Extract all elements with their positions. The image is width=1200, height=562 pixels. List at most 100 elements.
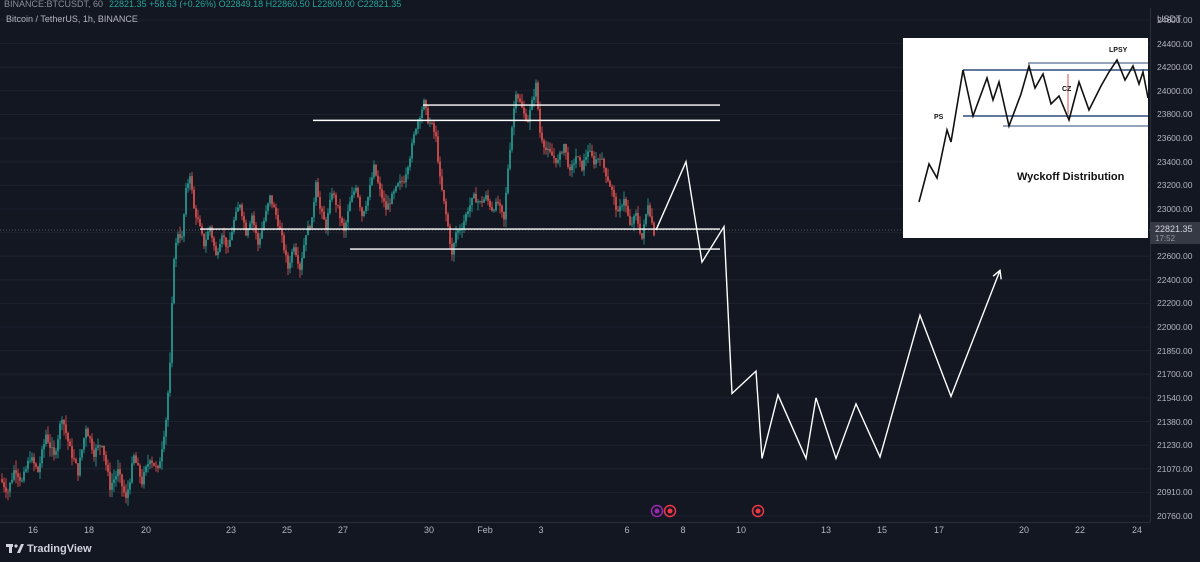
candle-body <box>607 176 609 182</box>
candle-body <box>265 210 267 221</box>
candle-body <box>585 156 587 160</box>
candle-body <box>525 113 527 121</box>
price-tick-label: 24600.00 <box>1157 15 1193 25</box>
candle-body <box>225 237 227 247</box>
candle-body <box>407 167 409 175</box>
candle-body <box>491 206 493 211</box>
candle-body <box>347 211 349 223</box>
candle-body <box>593 156 595 165</box>
candle-body <box>427 108 429 124</box>
candle-body <box>439 161 441 177</box>
candle-body <box>229 239 231 247</box>
candle-body <box>263 220 265 229</box>
time-tick-label: 10 <box>735 525 747 535</box>
candle-body <box>591 150 593 157</box>
candle-body <box>217 251 219 256</box>
candle-body <box>157 465 159 469</box>
candle-body <box>135 455 137 463</box>
candle-body <box>355 187 357 192</box>
inset-cz-label: CZ <box>1062 86 1072 93</box>
candle-body <box>163 436 165 450</box>
candle-body <box>417 121 419 129</box>
candle-body <box>149 460 151 464</box>
candle-body <box>11 479 13 483</box>
candle-body <box>275 207 277 215</box>
candle-body <box>627 206 629 216</box>
candle-body <box>637 212 639 224</box>
candle-body <box>487 195 489 201</box>
us-flag-event-icon-dot <box>755 508 761 514</box>
candle-body <box>283 235 285 251</box>
candle-body <box>529 109 531 123</box>
candle-body <box>629 215 631 225</box>
candle-body <box>447 214 449 227</box>
candle-body <box>631 223 633 225</box>
candle-body <box>327 213 329 230</box>
candle-body <box>41 449 43 464</box>
candle-body <box>431 122 433 124</box>
candle-body <box>499 203 501 206</box>
time-tick-label: 25 <box>281 525 293 535</box>
candle-body <box>445 201 447 215</box>
candle-body <box>249 223 251 230</box>
candle-body <box>145 466 147 473</box>
candle-body <box>45 434 47 445</box>
candle-body <box>489 200 491 207</box>
candle-body <box>211 226 213 238</box>
price-tick-label: 21850.00 <box>1157 345 1193 356</box>
candle-body <box>517 94 519 99</box>
candle-body <box>405 174 407 183</box>
candle-body <box>137 462 139 466</box>
price-tick-label: 22200.00 <box>1157 298 1193 309</box>
candle-body <box>353 191 355 196</box>
last-price-badge: 22821.35 17:52 <box>1150 222 1200 245</box>
candle-body <box>385 201 387 210</box>
price-chart[interactable] <box>0 0 1150 522</box>
price-tick-label: 24000.00 <box>1157 85 1193 96</box>
candle-body <box>375 164 377 176</box>
candle-body <box>329 199 331 214</box>
time-tick-label: 8 <box>680 525 686 535</box>
projection-arrowhead <box>992 269 1002 280</box>
candle-body <box>589 150 591 152</box>
candle-body <box>121 474 123 487</box>
candle-body <box>561 152 563 154</box>
price-axis[interactable]: USDT 24600.00 24400.00 24200.00 24000.00 238… <box>1150 8 1200 522</box>
candle-body <box>565 143 567 153</box>
candle-body <box>261 228 263 239</box>
wyckoff-diagram <box>918 58 1148 203</box>
candle-body <box>325 219 327 230</box>
time-tick-label: 30 <box>423 525 435 535</box>
inset-title: Wyckoff Distribution <box>1017 171 1125 183</box>
candle-body <box>203 233 205 247</box>
candle-body <box>111 482 113 490</box>
candle-body <box>587 151 589 157</box>
candle-body <box>215 245 217 256</box>
candle-body <box>247 229 249 236</box>
candle-body <box>321 208 323 212</box>
candle-body <box>127 489 129 498</box>
price-tick-label: 23000.00 <box>1157 203 1193 214</box>
candle-body <box>365 205 367 212</box>
candle-body <box>113 479 115 483</box>
time-tick-label: 23 <box>225 525 237 535</box>
candle-body <box>323 211 325 220</box>
candle-body <box>107 464 109 472</box>
candle-body <box>319 197 321 209</box>
time-tick-label: 24 <box>1131 525 1143 535</box>
candle-body <box>147 463 149 467</box>
candle-body <box>91 438 93 450</box>
candle-body <box>581 160 583 171</box>
price-tick-label: 22400.00 <box>1157 274 1193 285</box>
price-tick-label: 21070.00 <box>1157 463 1193 474</box>
candle-body <box>601 158 603 160</box>
candle-body <box>233 219 235 232</box>
candle-body <box>129 482 131 490</box>
candle-body <box>273 204 275 208</box>
time-axis[interactable]: 16 18 20 23 25 27 30 Feb 3 6 8 10 13 15 17 20 22 24 <box>0 522 1150 537</box>
candle-body <box>179 234 181 238</box>
candle-body <box>523 107 525 114</box>
candle-body <box>21 480 23 482</box>
inset-price-path <box>918 58 1148 203</box>
candle-body <box>223 235 225 238</box>
